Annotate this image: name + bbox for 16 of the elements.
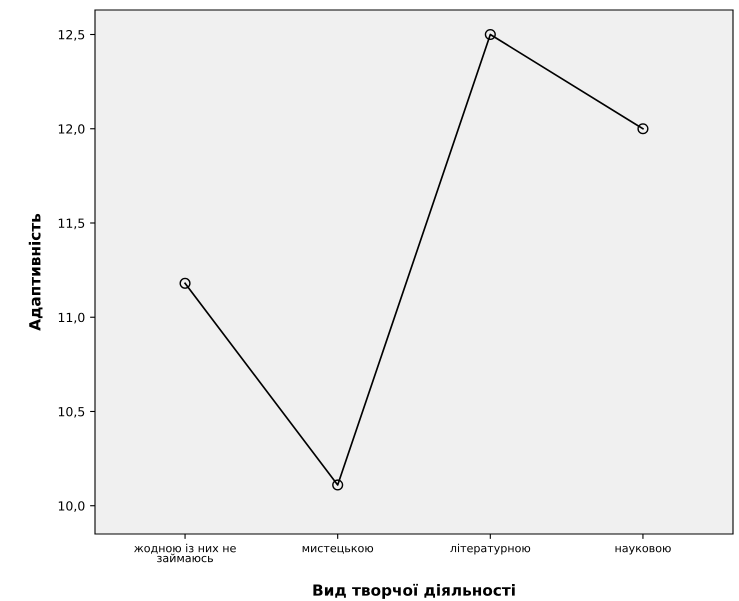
- y-tick-label: 10,0: [58, 501, 84, 512]
- y-tick-label: 10,5: [58, 406, 84, 418]
- point: [179, 278, 191, 289]
- y-tick-label: 12,0: [58, 124, 84, 135]
- y-axis-title: Адаптивність: [28, 214, 42, 331]
- x-tick-label: літературною: [450, 544, 530, 554]
- point: [484, 28, 496, 40]
- x-axis-title: Вид творчої діяльності: [313, 584, 515, 599]
- y-tick-label: 12,5: [58, 30, 84, 41]
- x-tick-label: мистецькою: [302, 546, 374, 554]
- x-tick-label: науковою: [616, 546, 671, 554]
- point: [637, 123, 649, 134]
- point: [332, 479, 344, 491]
- y-tick-label: 11,0: [58, 312, 84, 324]
- x-tick-label: жодною із них не займаюсь: [134, 544, 236, 562]
- y-tick-label: 11,5: [58, 218, 84, 230]
